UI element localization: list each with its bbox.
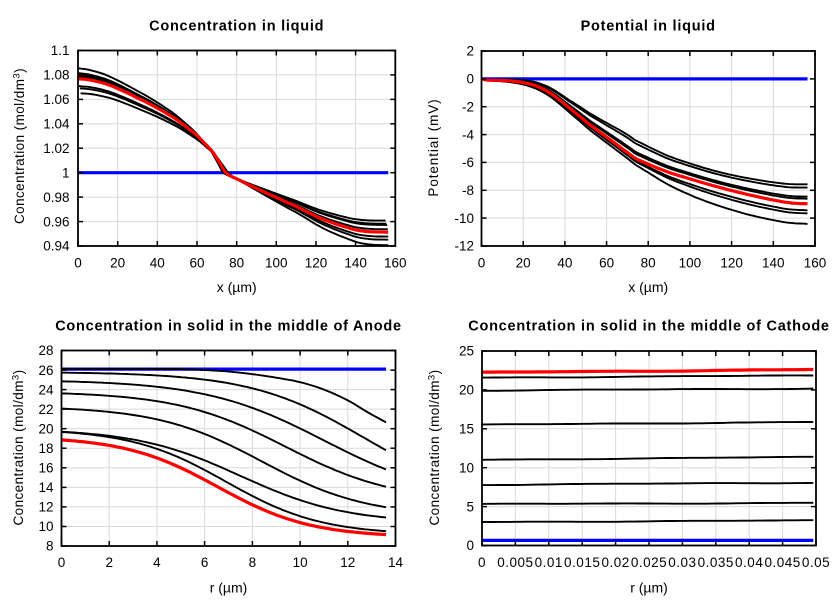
svg-text:40: 40 bbox=[557, 255, 572, 270]
svg-text:120: 120 bbox=[720, 255, 743, 270]
svg-text:0.96: 0.96 bbox=[43, 214, 69, 229]
svg-text:0: 0 bbox=[466, 538, 474, 553]
svg-text:120: 120 bbox=[305, 255, 328, 270]
svg-text:-10: -10 bbox=[454, 211, 474, 226]
svg-text:Concentration (mol/dm3): Concentration (mol/dm3) bbox=[11, 369, 27, 525]
svg-text:1.1: 1.1 bbox=[51, 43, 70, 58]
svg-text:2: 2 bbox=[466, 44, 474, 59]
svg-text:4: 4 bbox=[153, 555, 161, 570]
svg-text:20: 20 bbox=[459, 383, 474, 398]
svg-text:10: 10 bbox=[293, 555, 308, 570]
svg-text:12: 12 bbox=[38, 500, 53, 515]
svg-text:0: 0 bbox=[74, 255, 82, 270]
svg-text:25: 25 bbox=[459, 344, 474, 359]
svg-text:0: 0 bbox=[466, 72, 474, 87]
svg-text:0.98: 0.98 bbox=[43, 190, 69, 205]
svg-text:0.015: 0.015 bbox=[564, 555, 600, 570]
svg-text:-4: -4 bbox=[462, 127, 474, 142]
svg-text:0.04: 0.04 bbox=[735, 555, 763, 570]
svg-text:18: 18 bbox=[38, 441, 53, 456]
svg-text:1: 1 bbox=[62, 165, 70, 180]
svg-text:r (µm): r (µm) bbox=[630, 579, 668, 595]
svg-text:0.94: 0.94 bbox=[43, 239, 70, 254]
svg-text:22: 22 bbox=[38, 402, 53, 417]
svg-text:0: 0 bbox=[478, 555, 486, 570]
svg-text:0.03: 0.03 bbox=[668, 555, 696, 570]
svg-text:16: 16 bbox=[38, 461, 53, 476]
svg-text:15: 15 bbox=[459, 422, 474, 437]
svg-text:12: 12 bbox=[340, 555, 355, 570]
svg-text:Concentration in liquid: Concentration in liquid bbox=[149, 19, 324, 35]
svg-text:Potential (mV): Potential (mV) bbox=[426, 98, 441, 196]
svg-text:1.02: 1.02 bbox=[43, 141, 69, 156]
svg-text:0: 0 bbox=[58, 555, 66, 570]
svg-text:60: 60 bbox=[599, 255, 614, 270]
svg-text:10: 10 bbox=[459, 460, 474, 475]
svg-text:0: 0 bbox=[478, 255, 486, 270]
svg-text:10: 10 bbox=[38, 519, 53, 534]
svg-text:Concentration (mol/dm3): Concentration (mol/dm3) bbox=[12, 68, 28, 224]
svg-text:80: 80 bbox=[229, 255, 244, 270]
svg-text:x (µm): x (µm) bbox=[628, 279, 668, 295]
svg-text:140: 140 bbox=[344, 255, 367, 270]
svg-text:0.025: 0.025 bbox=[631, 555, 667, 570]
svg-text:28: 28 bbox=[38, 343, 53, 358]
svg-text:20: 20 bbox=[110, 255, 125, 270]
svg-text:20: 20 bbox=[516, 255, 531, 270]
svg-text:14: 14 bbox=[388, 555, 404, 570]
svg-text:6: 6 bbox=[201, 555, 209, 570]
svg-text:0.005: 0.005 bbox=[497, 555, 533, 570]
svg-text:8: 8 bbox=[46, 539, 54, 554]
svg-text:-6: -6 bbox=[462, 155, 474, 170]
svg-text:2: 2 bbox=[105, 555, 113, 570]
svg-text:40: 40 bbox=[150, 255, 165, 270]
svg-text:24: 24 bbox=[38, 382, 54, 397]
svg-text:1.06: 1.06 bbox=[43, 92, 69, 107]
svg-text:0.035: 0.035 bbox=[698, 555, 734, 570]
svg-text:160: 160 bbox=[804, 255, 827, 270]
svg-text:0.045: 0.045 bbox=[764, 555, 800, 570]
svg-text:Concentration in solid in the: Concentration in solid in the middle of … bbox=[468, 319, 830, 335]
svg-text:Concentration (mol/dm3): Concentration (mol/dm3) bbox=[427, 369, 443, 525]
svg-text:-8: -8 bbox=[462, 183, 474, 198]
svg-text:20: 20 bbox=[38, 421, 53, 436]
svg-text:0.02: 0.02 bbox=[601, 555, 629, 570]
svg-text:100: 100 bbox=[265, 255, 288, 270]
svg-text:Potential in liquid: Potential in liquid bbox=[581, 19, 716, 35]
svg-text:8: 8 bbox=[249, 555, 257, 570]
svg-text:80: 80 bbox=[641, 255, 656, 270]
svg-text:0.01: 0.01 bbox=[535, 555, 563, 570]
svg-text:140: 140 bbox=[762, 255, 785, 270]
svg-text:1.04: 1.04 bbox=[43, 117, 70, 132]
svg-text:1.08: 1.08 bbox=[43, 68, 69, 83]
svg-text:-12: -12 bbox=[454, 239, 474, 254]
svg-text:-2: -2 bbox=[462, 99, 474, 114]
svg-text:100: 100 bbox=[679, 255, 702, 270]
svg-text:Concentration in solid in the: Concentration in solid in the middle of … bbox=[55, 319, 402, 335]
svg-text:160: 160 bbox=[384, 255, 407, 270]
svg-text:5: 5 bbox=[466, 499, 474, 514]
svg-text:14: 14 bbox=[38, 480, 54, 495]
svg-text:0.05: 0.05 bbox=[802, 555, 830, 570]
svg-text:r (µm): r (µm) bbox=[210, 579, 248, 595]
svg-text:26: 26 bbox=[38, 363, 53, 378]
svg-text:x (µm): x (µm) bbox=[217, 279, 257, 295]
svg-text:60: 60 bbox=[189, 255, 204, 270]
